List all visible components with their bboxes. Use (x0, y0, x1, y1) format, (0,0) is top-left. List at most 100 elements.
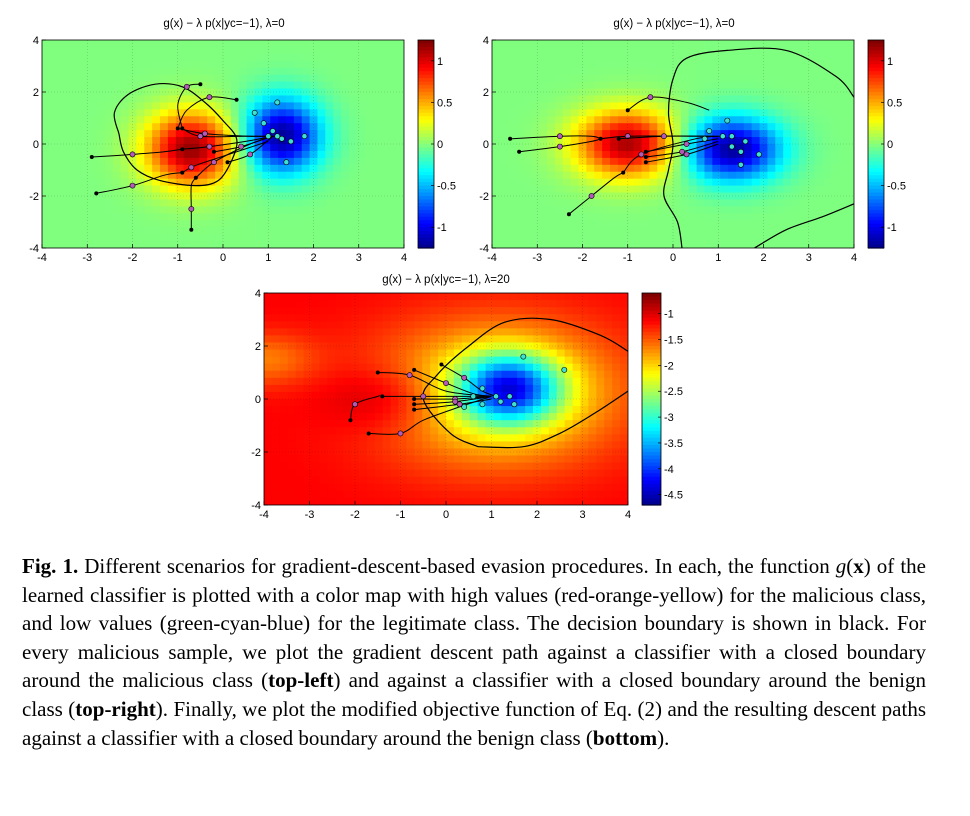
heatmap-cell (515, 67, 525, 76)
heatmap-cell (610, 206, 619, 214)
heatmap-cell (620, 448, 628, 457)
heatmap-cell (588, 483, 597, 492)
heatmap-cell (806, 178, 816, 187)
heatmap-cell (602, 137, 611, 145)
heatmap-cell (469, 455, 479, 464)
heatmap-cell (372, 109, 381, 117)
heatmap-cell (351, 448, 360, 457)
heatmap-cell (65, 150, 75, 159)
heatmap-cell (293, 227, 303, 235)
heatmap-cell (596, 342, 605, 351)
heatmap-cell (588, 321, 597, 329)
heatmap-cell (128, 60, 138, 69)
heatmap-cell (814, 241, 824, 248)
heatmap-cell (42, 199, 51, 207)
heatmap-cell (688, 109, 698, 117)
heatmap-cell (183, 192, 193, 201)
heatmap-cell (641, 185, 650, 194)
heatmap-cell (325, 102, 334, 110)
heatmap-cell (73, 206, 82, 214)
heatmap-cell (388, 178, 397, 187)
heatmap-cell (398, 314, 408, 322)
heatmap-cell (791, 150, 800, 159)
heatmap-cell (673, 199, 682, 207)
heatmap-cell (604, 377, 613, 386)
heatmap-cell (351, 413, 360, 421)
heatmap-cell (612, 349, 621, 358)
heatmap-cell (335, 406, 344, 414)
heatmap-cell (372, 46, 381, 55)
heatmap-cell (625, 40, 635, 48)
heatmap-cell (580, 342, 590, 351)
heatmap-cell (120, 81, 130, 90)
heatmap-cell (374, 406, 384, 414)
colorbar-cell (642, 335, 661, 340)
heatmap-cell (246, 192, 256, 201)
heatmap-cell (791, 241, 800, 248)
heatmap-cell (453, 427, 463, 435)
caption-fx-open: ( (846, 554, 854, 578)
colorbar-cell (868, 213, 884, 218)
heatmap-cell (325, 74, 334, 83)
heatmap-cell (341, 60, 350, 69)
colorbar-cell (868, 64, 884, 69)
heatmap-cell (398, 455, 408, 464)
heatmap-cell (564, 349, 574, 358)
heatmap-cell (57, 130, 67, 138)
heatmap-cell (578, 171, 588, 180)
heatmap-cell (680, 164, 690, 173)
colorbar-cell (868, 196, 884, 201)
heatmap-cell (572, 483, 582, 492)
heatmap-cell (160, 74, 169, 83)
heatmap-cell (366, 490, 376, 499)
heatmap-cell (547, 220, 556, 228)
heatmap-cell (270, 81, 279, 90)
heatmap-cell (617, 46, 627, 55)
heatmap-cell (665, 241, 674, 248)
x-tick-label: -1 (396, 509, 406, 521)
heatmap-cell (175, 46, 185, 55)
heatmap-cell (822, 171, 831, 180)
heatmap-cell (548, 427, 558, 435)
heatmap-cell (191, 171, 200, 180)
heatmap-cell (215, 130, 224, 138)
heatmap-cell (358, 321, 368, 329)
heatmap-cell (278, 150, 287, 159)
heatmap-cell (398, 384, 408, 393)
heatmap-cell (57, 137, 67, 145)
benign-point (265, 133, 272, 140)
heatmap-cell (540, 490, 550, 499)
heatmap-cell (120, 171, 130, 180)
heatmap-cell (501, 469, 510, 478)
colorbar-cell (868, 185, 884, 190)
descent-path (519, 138, 601, 153)
heatmap-cell (199, 53, 208, 62)
heatmap-cell (414, 391, 423, 400)
heatmap-cell (720, 157, 729, 166)
heatmap-cell (311, 441, 320, 450)
heatmap-cell (112, 213, 122, 221)
heatmap-cell (604, 441, 613, 450)
colorbar-cell (418, 227, 434, 232)
heatmap-cell (396, 137, 404, 145)
heatmap-cell (798, 74, 808, 83)
heatmap-cell (712, 40, 721, 48)
heatmap-cell (49, 60, 59, 69)
heatmap-cell (317, 199, 326, 207)
heatmap-cell (335, 356, 344, 365)
heatmap-cell (285, 67, 295, 76)
heatmap-cell (358, 391, 368, 400)
heatmap-cell (594, 206, 603, 214)
heatmap-cell (335, 391, 344, 400)
heatmap-cell (625, 150, 635, 159)
heatmap-cell (264, 448, 273, 457)
heatmap-cell (42, 81, 51, 90)
heatmap-cell (696, 150, 706, 159)
heatmap-cell (160, 123, 169, 131)
heatmap-cell (364, 40, 374, 48)
heatmap-cell (287, 356, 297, 365)
heatmap-cell (531, 130, 540, 138)
heatmap-cell (594, 234, 603, 242)
heatmap-cell (382, 434, 392, 442)
heatmap-cell (430, 476, 439, 485)
